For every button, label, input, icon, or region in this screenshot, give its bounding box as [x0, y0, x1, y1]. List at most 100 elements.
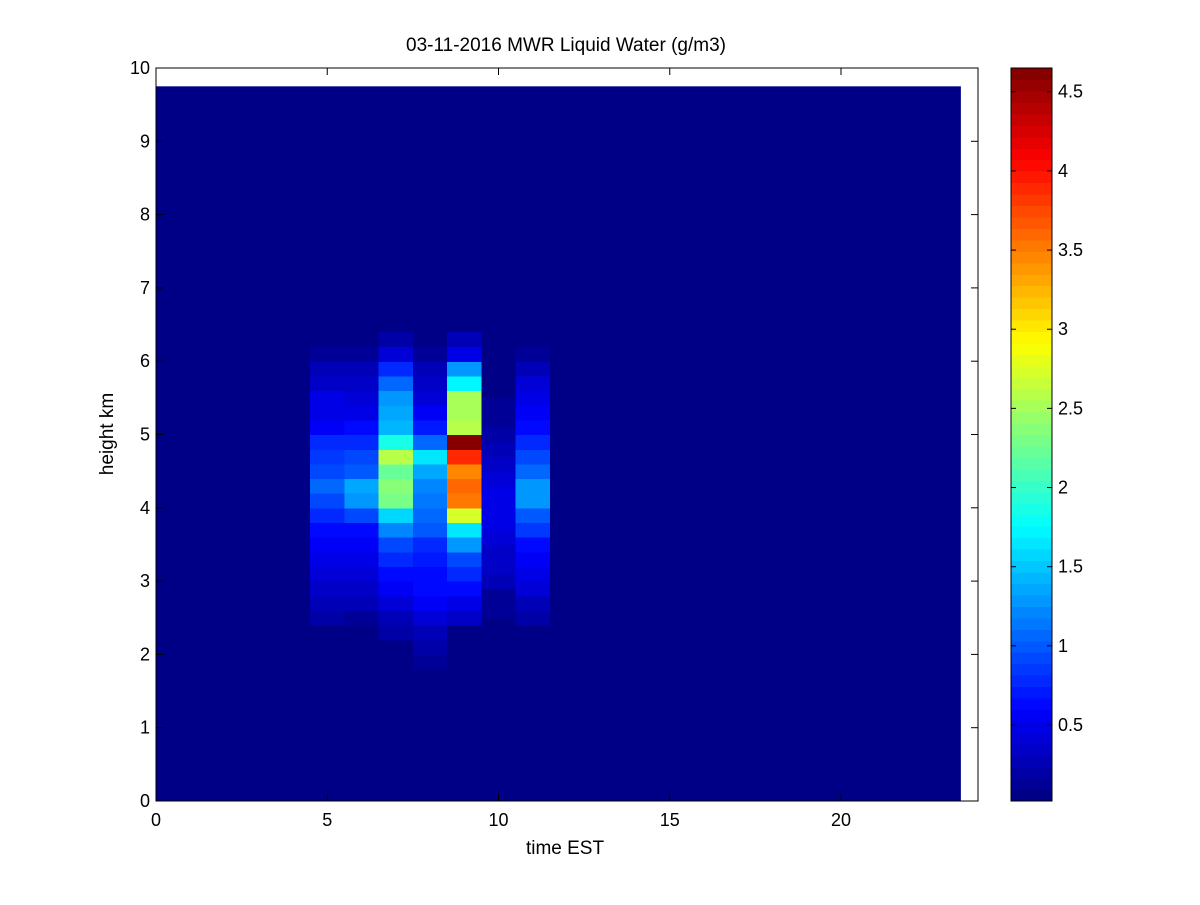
heatmap-cell: [447, 478, 481, 493]
x-tick-label: 5: [322, 810, 332, 830]
heatmap-cell: [173, 486, 207, 501]
colorbar-band: [1011, 583, 1052, 595]
heatmap-cell: [481, 500, 515, 515]
colorbar-band: [1011, 664, 1052, 676]
colorbar-band: [1011, 366, 1052, 378]
colorbar-band: [1011, 595, 1052, 607]
heatmap-cell: [413, 464, 447, 479]
heatmap-cell: [310, 596, 344, 611]
colorbar-band: [1011, 297, 1052, 309]
heatmap-cell: [516, 493, 550, 508]
heatmap-cell: [481, 574, 515, 589]
heatmap-cell: [516, 552, 550, 567]
heatmap-cell: [447, 464, 481, 479]
heatmap-cell: [310, 449, 344, 464]
colorbar-band: [1011, 354, 1052, 366]
heatmap-cell: [413, 596, 447, 611]
colorbar-band: [1011, 400, 1052, 412]
colorbar-band: [1011, 503, 1052, 515]
heatmap-cell: [481, 442, 515, 457]
colorbar-band: [1011, 641, 1052, 653]
heatmap-cell: [344, 347, 378, 362]
heatmap-cell: [310, 435, 344, 450]
heatmap-cell: [481, 530, 515, 545]
colorbar-band: [1011, 709, 1052, 721]
colorbar-tick-label: 2: [1058, 478, 1068, 498]
colorbar-band: [1011, 744, 1052, 756]
heatmap-cell: [481, 515, 515, 530]
colorbar-band: [1011, 778, 1052, 790]
colorbar-band: [1011, 446, 1052, 458]
heatmap-cell: [379, 596, 413, 611]
heatmap-cell: [413, 552, 447, 567]
heatmap-cell: [379, 522, 413, 537]
y-tick-label: 0: [140, 791, 150, 811]
colorbar-band: [1011, 480, 1052, 492]
heatmap-cell: [516, 347, 550, 362]
colorbar-band: [1011, 309, 1052, 321]
colorbar-band: [1011, 343, 1052, 355]
colorbar-band: [1011, 606, 1052, 618]
heatmap-cell: [413, 537, 447, 552]
heatmap-cell: [310, 610, 344, 625]
heatmap-cell: [516, 420, 550, 435]
heatmap-cell: [447, 522, 481, 537]
colorbar-band: [1011, 137, 1052, 149]
y-axis-label: height km: [97, 393, 118, 475]
chart-title: 03-11-2016 MWR Liquid Water (g/m3): [406, 35, 726, 56]
colorbar-band: [1011, 686, 1052, 698]
heatmap-cell: [516, 449, 550, 464]
heatmap-cell: [379, 566, 413, 581]
heatmap-cell: [344, 610, 378, 625]
colorbar-band: [1011, 194, 1052, 206]
heatmap-cell: [447, 537, 481, 552]
colorbar-band: [1011, 183, 1052, 195]
heatmap-cell: [379, 464, 413, 479]
colorbar-band: [1011, 320, 1052, 332]
colorbar-tick-label: 1: [1058, 636, 1068, 656]
heatmap-cell: [413, 347, 447, 362]
colorbar-band: [1011, 549, 1052, 561]
colorbar-band: [1011, 469, 1052, 481]
heatmap-cell: [516, 581, 550, 596]
colorbar-band: [1011, 755, 1052, 767]
heatmap-cell: [413, 435, 447, 450]
heatmap-cell: [344, 405, 378, 420]
colorbar-band: [1011, 526, 1052, 538]
colorbar-tick-label: 4: [1058, 161, 1068, 181]
x-axis-label: time EST: [526, 838, 605, 859]
heatmap-cell: [516, 464, 550, 479]
heatmap-cell: [481, 588, 515, 603]
heatmap-cell: [379, 435, 413, 450]
colorbar-band: [1011, 217, 1052, 229]
heatmap-cell: [344, 581, 378, 596]
heatmap-cell: [413, 361, 447, 376]
heatmap-cell: [413, 625, 447, 640]
heatmap-cell: [379, 347, 413, 362]
heatmap-cell: [413, 522, 447, 537]
heatmap-cell: [447, 361, 481, 376]
heatmap-cell: [310, 347, 344, 362]
colorbar-band: [1011, 538, 1052, 550]
heatmap-cell: [516, 522, 550, 537]
heatmap-cell: [379, 508, 413, 523]
heatmap-cell: [344, 596, 378, 611]
heatmap-cell: [310, 478, 344, 493]
heatmap-cell: [379, 610, 413, 625]
colorbar-band: [1011, 767, 1052, 779]
colorbar-band: [1011, 457, 1052, 469]
colorbar-band: [1011, 102, 1052, 114]
heatmap-cell: [344, 391, 378, 406]
heatmap-cell: [481, 471, 515, 486]
y-tick-label: 2: [140, 644, 150, 664]
heatmap-cell: [344, 508, 378, 523]
heatmap-cell: [310, 508, 344, 523]
heatmap-cell: [447, 420, 481, 435]
x-tick-label: 15: [660, 810, 680, 830]
heatmap-cell: [379, 581, 413, 596]
heatmap-cell: [310, 537, 344, 552]
colorbar-band: [1011, 114, 1052, 126]
colorbar-band: [1011, 263, 1052, 275]
heatmap-cell: [344, 566, 378, 581]
y-tick-label: 5: [140, 425, 150, 445]
